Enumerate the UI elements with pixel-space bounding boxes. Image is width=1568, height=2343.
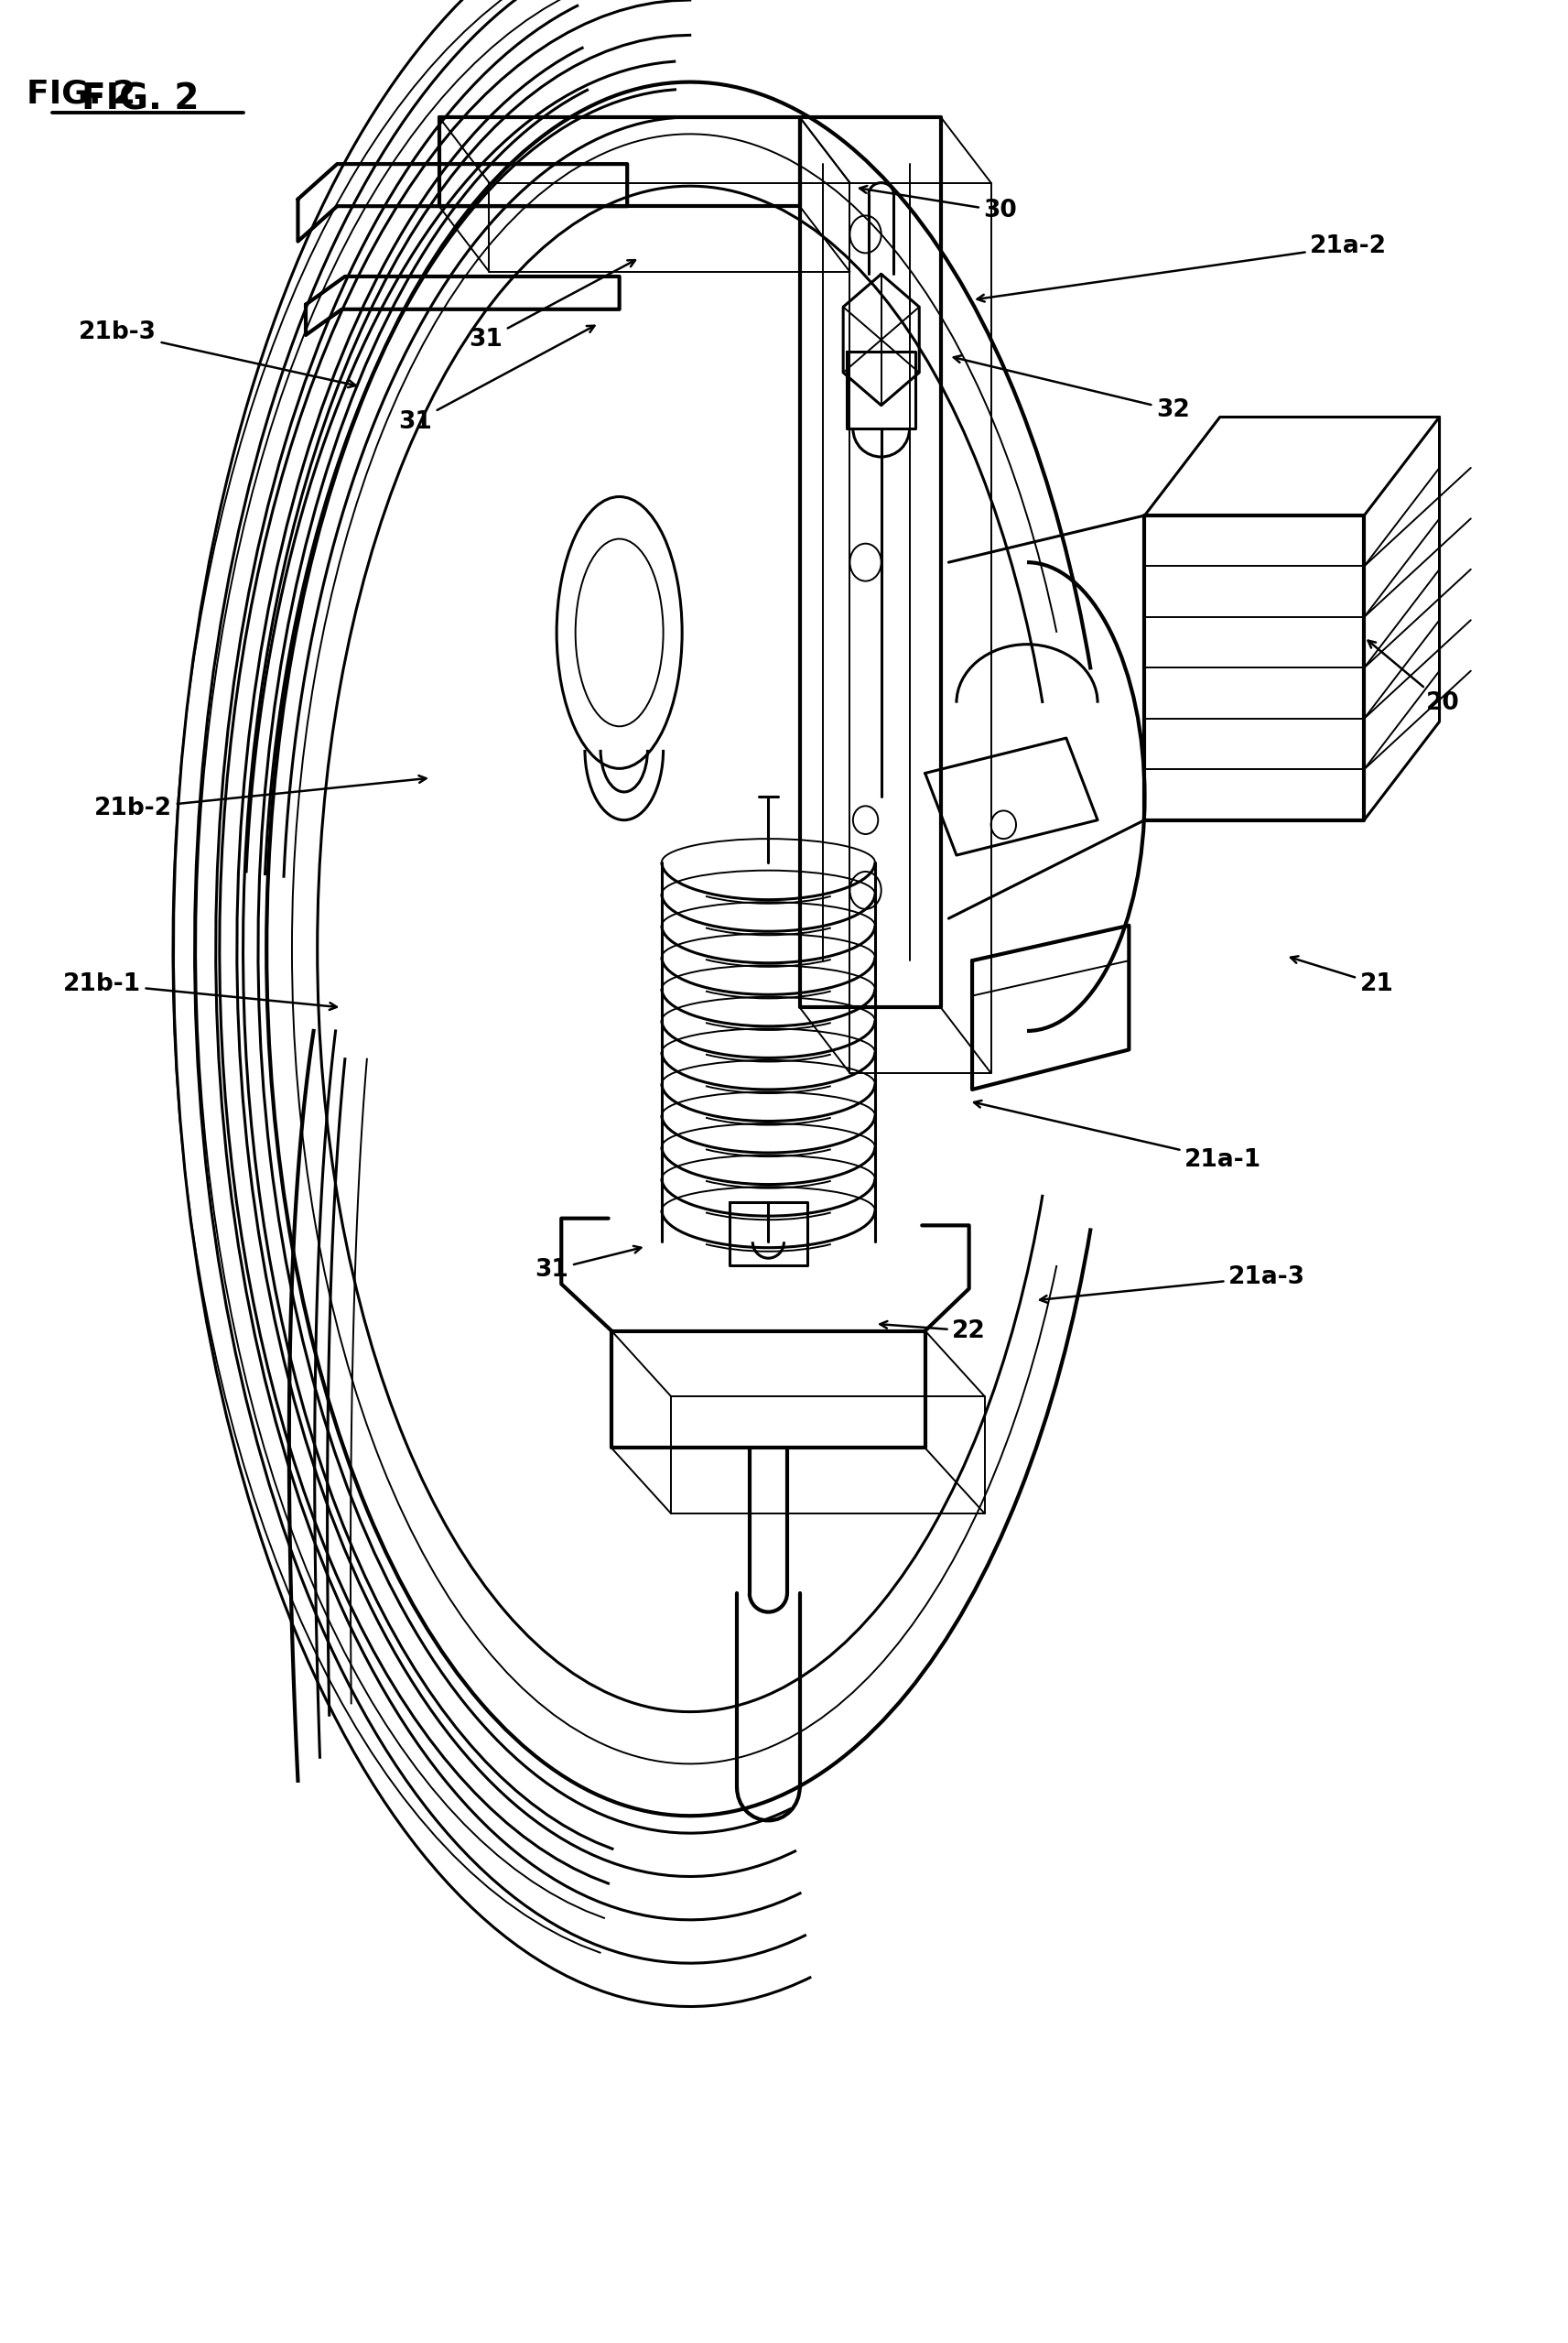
Text: 21b-3: 21b-3 (78, 321, 356, 387)
Text: 21a-1: 21a-1 (974, 1101, 1262, 1172)
Text: 30: 30 (859, 185, 1018, 223)
Text: 31: 31 (398, 326, 594, 433)
Text: FIG. 2: FIG. 2 (82, 82, 199, 117)
Text: 31: 31 (535, 1246, 641, 1282)
Text: 21a-3: 21a-3 (1040, 1265, 1306, 1303)
Text: 21a-2: 21a-2 (977, 234, 1388, 302)
Text: 21: 21 (1290, 956, 1394, 996)
Text: 21b-2: 21b-2 (94, 776, 426, 820)
Text: 32: 32 (953, 356, 1190, 422)
Text: FIG. 2: FIG. 2 (27, 77, 136, 110)
Text: 20: 20 (1367, 640, 1460, 715)
Text: 21b-1: 21b-1 (63, 972, 337, 1010)
Text: 31: 31 (469, 260, 635, 351)
Text: 22: 22 (880, 1319, 986, 1343)
